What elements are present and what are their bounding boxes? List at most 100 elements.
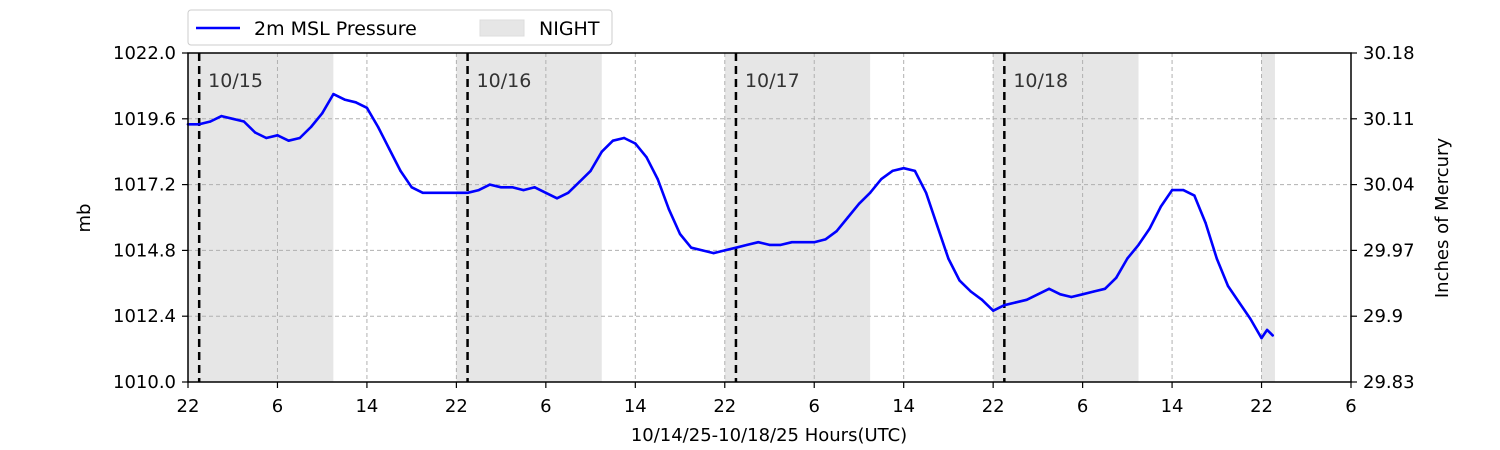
night-shading [188,53,1275,382]
y-tick-label-right-4: 30.11 [1363,109,1415,130]
data-point-0-34 [567,191,570,195]
data-point-0-29 [511,186,514,189]
data-point-0-49 [734,246,738,249]
data-point-0-70 [969,290,972,293]
data-point-0-10 [298,136,302,140]
data-point-0-9 [287,139,290,142]
data-point-0-47 [712,251,715,255]
x-tick-label-3: 22 [445,396,468,417]
night-period-3 [993,53,1139,382]
data-point-0-57 [824,238,827,241]
grid-lines [188,53,1351,382]
data-point-0-93 [1226,284,1230,288]
data-point-0-67 [936,224,939,227]
night-period-1 [456,53,602,382]
data-point-0-62 [880,177,883,181]
data-point-0-84 [1126,257,1129,260]
x-tick-label-5: 14 [624,396,647,417]
data-point-0-31 [533,186,536,189]
data-point-0-32 [544,191,548,195]
data-point-0-81 [1092,290,1095,293]
x-tick-label-10: 6 [1077,396,1088,417]
data-point-0-65 [913,169,917,173]
x-tick-label-8: 14 [892,396,915,417]
x-tick-label-1: 6 [272,396,283,417]
data-point-0-95 [1249,317,1252,321]
data-point-0-89 [1182,188,1185,192]
data-point-0-60 [857,202,861,205]
data-point-0-72 [991,309,995,312]
data-point-0-5 [242,120,246,123]
data-point-0-37 [600,150,603,153]
data-point-0-58 [835,230,838,233]
y-tick-label-left-0: 1010.0 [113,372,176,393]
data-point-0-44 [678,232,682,236]
y-tick-label-left-3: 1017.2 [113,175,176,196]
y-tick-label-left-2: 1014.8 [113,240,176,261]
data-point-0-27 [488,183,492,186]
data-point-0-51 [757,240,760,244]
data-point-0-73 [1003,304,1006,307]
data-point-0-50 [745,243,749,247]
y-tick-label-right-2: 29.97 [1363,240,1415,261]
data-point-0-66 [924,191,928,195]
data-point-0-43 [667,208,671,211]
data-point-0-75 [1025,298,1028,301]
data-point-0-53 [779,243,782,247]
data-point-0-80 [1081,293,1084,296]
date-markers: 10/15 10/16 10/17 10/18 [197,53,1068,382]
date-marker-label-1: 10/16 [477,70,532,92]
legend-night-label: NIGHT [539,18,600,40]
data-point-0-92 [1215,257,1219,260]
data-point-0-85 [1137,243,1140,247]
y-tick-label-right-5: 30.18 [1363,43,1415,64]
data-point-0-24 [455,191,458,195]
data-point-0-21 [421,191,425,195]
x-tick-label-12: 22 [1250,396,1273,417]
data-point-0-7 [265,136,268,140]
legend-pressure-label: 2m MSL Pressure [254,18,417,40]
data-point-0-30 [522,188,525,192]
data-point-0-79 [1070,295,1073,299]
data-point-0-28 [499,186,503,189]
data-point-0-59 [846,216,849,219]
data-point-0-90 [1193,194,1196,197]
data-point-0-77 [1047,287,1051,290]
data-point-0-68 [947,257,950,260]
data-point-0-97 [1265,328,1269,332]
x-tick-label-9: 22 [982,396,1005,417]
data-point-0-20 [410,186,413,189]
data-point-0-41 [645,155,648,159]
data-point-0-76 [1036,293,1040,296]
data-point-0-56 [813,240,816,244]
data-point-0-25 [466,191,469,195]
data-point-0-39 [622,136,626,140]
x-tick-label-0: 22 [177,396,200,417]
data-point-0-94 [1237,301,1241,304]
y-tick-label-left-5: 1022.0 [113,43,176,64]
data-point-0-54 [790,240,794,244]
data-point-0-18 [388,147,391,151]
x-axis-label: 10/14/25-10/18/25 Hours(UTC) [631,425,907,446]
data-point-0-13 [332,92,335,96]
series-layer [186,92,1274,340]
data-point-0-8 [276,134,279,137]
data-point-0-74 [1014,301,1017,304]
data-point-0-86 [1148,227,1151,230]
data-point-0-87 [1159,205,1163,208]
data-point-0-78 [1059,293,1062,296]
y-tick-label-left-1: 1012.4 [113,306,176,327]
data-point-0-45 [690,246,693,249]
date-marker-label-0: 10/15 [208,70,263,92]
data-point-0-40 [634,142,637,145]
data-point-0-36 [589,169,592,173]
x-tick-label-2: 14 [355,396,378,417]
data-point-0-48 [723,249,726,252]
x-tick-label-11: 14 [1161,396,1184,417]
data-point-0-35 [578,180,581,184]
data-point-0-11 [309,125,313,129]
data-point-0-52 [768,243,771,247]
data-point-0-91 [1204,221,1207,225]
x-tick-label-13: 6 [1345,396,1356,417]
